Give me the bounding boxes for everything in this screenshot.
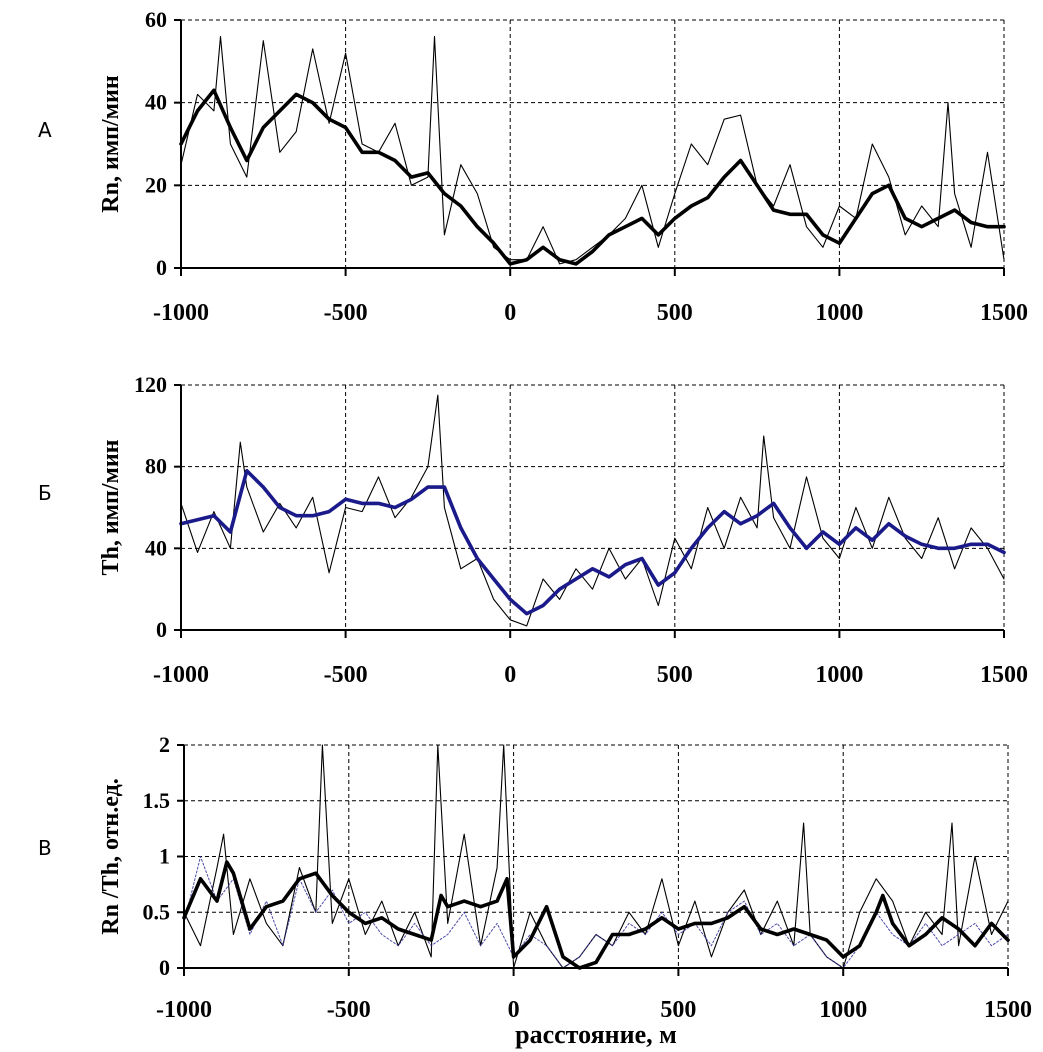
y-tick-label: 0.5 [143, 899, 171, 924]
x-tick-label: 1000 [815, 662, 863, 688]
x-axis-title: расстояние, м [515, 1020, 677, 1049]
panel-b: -1000 -500 0 500 1000 1500 0 40 80 120 Th, имп/мин… [38, 372, 1028, 688]
y-tick-label: 80 [145, 454, 167, 479]
y-tick-label: 0 [156, 617, 167, 642]
y-tick-label: 120 [134, 372, 167, 397]
y-tick-label: 0 [159, 955, 170, 980]
series-smoothed-line [179, 468, 1006, 616]
x-tick-label: 500 [657, 662, 693, 688]
panel-a: -1000 -500 0 500 1000 1500 0 20 40 60 Rn, имп/мин А [38, 7, 1028, 326]
y-tick-label: 1 [159, 844, 170, 869]
series-raw-line [180, 394, 1005, 627]
x-tick-label: -500 [324, 662, 368, 688]
x-tick-label: 0 [508, 997, 520, 1023]
x-tick-label: -500 [324, 300, 368, 326]
x-tick-label: -1000 [153, 662, 209, 688]
x-tick-label: 1500 [984, 997, 1032, 1023]
y-tick-label: 1.5 [143, 788, 171, 813]
y-axis-title: Rn, имп/мин [98, 75, 124, 213]
panel-letter: Б [38, 481, 52, 505]
series-smoothed-line [179, 88, 1006, 266]
x-tick-label: -1000 [156, 997, 212, 1023]
x-tick-label: -1000 [153, 300, 209, 326]
x-tick-label: -500 [327, 997, 371, 1023]
series-raw-dotted-line [183, 856, 1009, 969]
y-tick-label: 20 [145, 172, 167, 197]
panel-v: -1000 -500 0 500 1000 1500 0 0.5 1 1.5 2 Rn /Th, от… [38, 732, 1032, 1023]
x-tick-label: 1500 [980, 300, 1028, 326]
x-tick-label: 1000 [815, 300, 863, 326]
x-tick-label: 1500 [980, 662, 1028, 688]
y-tick-label: 2 [159, 732, 170, 757]
series-raw-line [180, 35, 1005, 265]
panel-letter: В [38, 836, 52, 860]
x-tick-label: 1000 [819, 997, 867, 1023]
y-axis-title: Th, имп/мин [98, 439, 124, 575]
x-tick-label: 500 [657, 300, 693, 326]
x-tick-label: 500 [660, 997, 696, 1023]
y-tick-label: 40 [145, 90, 167, 115]
y-tick-label: 40 [145, 535, 167, 560]
y-tick-label: 60 [145, 7, 167, 32]
x-tick-label: 0 [504, 300, 516, 326]
y-tick-label: 0 [156, 255, 167, 280]
panel-letter: А [38, 118, 52, 142]
series-smoothed-line [182, 860, 1010, 970]
x-tick-label: 0 [504, 662, 516, 688]
y-axis-title: Rn /Th, отн.ед. [98, 778, 124, 934]
